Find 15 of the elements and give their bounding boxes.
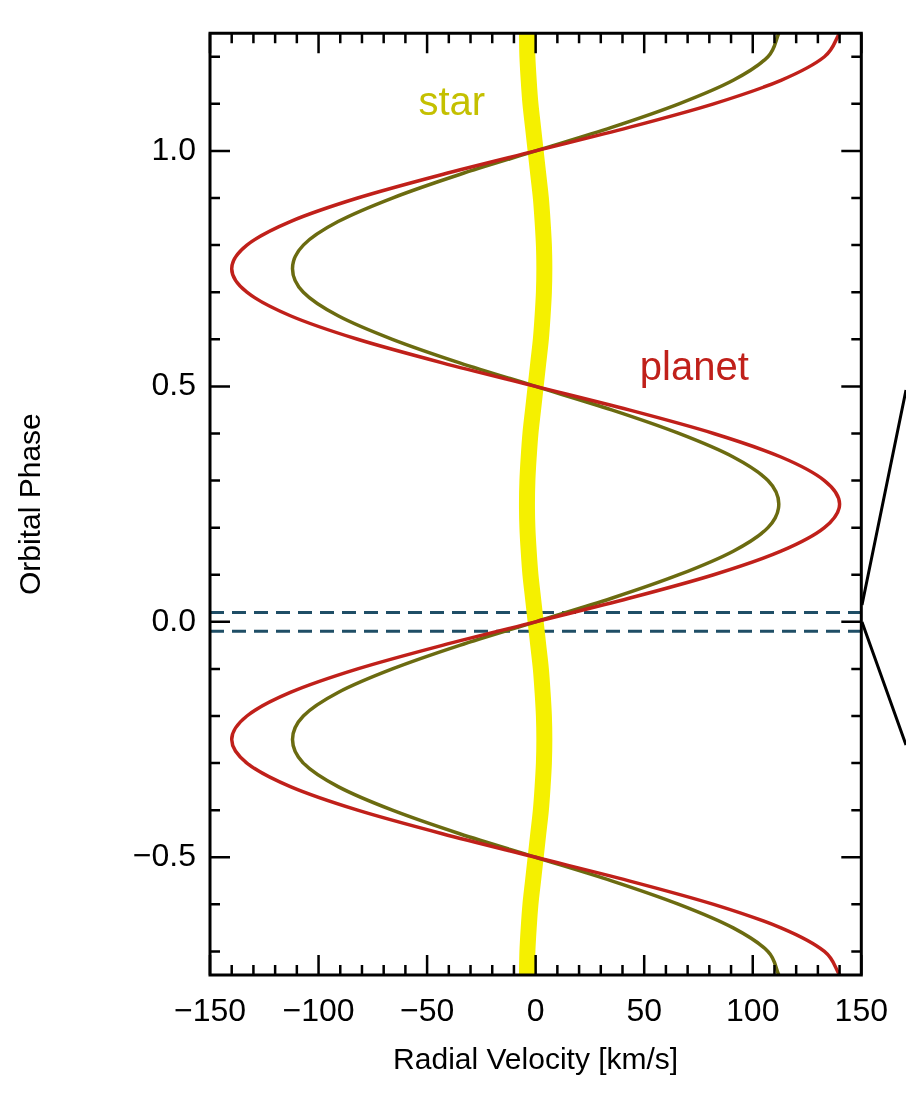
x-tick-label: −150 — [173, 992, 247, 1029]
y-tick-label: 0.5 — [151, 366, 196, 403]
y-tick-label: −0.5 — [132, 837, 196, 874]
x-tick-label: 0 — [526, 992, 545, 1029]
series-label: planet — [639, 343, 749, 388]
y-tick-label: 1.0 — [151, 130, 196, 167]
x-tick-label: 100 — [726, 992, 780, 1029]
x-tick-label: 50 — [626, 992, 662, 1029]
series-label: star — [418, 78, 486, 123]
x-tick-label: −50 — [399, 992, 455, 1029]
x-tick-label: 150 — [834, 992, 888, 1029]
y-tick-label: 0.0 — [151, 601, 196, 638]
y-axis-title: Orbital Phase — [13, 413, 47, 595]
x-axis-title: Radial Velocity [km/s] — [393, 1042, 679, 1076]
x-tick-label: −100 — [282, 992, 355, 1029]
